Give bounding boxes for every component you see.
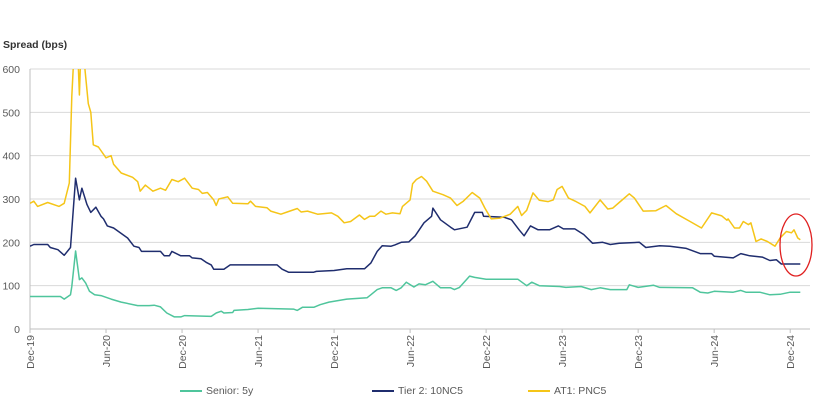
y-axis-title: Spread (bps) bbox=[3, 39, 68, 51]
y-tick-label: 400 bbox=[2, 151, 20, 163]
legend-item-senior: Senior: 5y bbox=[180, 385, 253, 397]
gridlines bbox=[29, 68, 810, 330]
y-tick-label: 300 bbox=[2, 194, 20, 206]
series-line-2 bbox=[30, 69, 801, 247]
x-tick-label: Jun-23 bbox=[557, 335, 569, 367]
x-tick-label: Jun-21 bbox=[253, 335, 265, 367]
x-tick-label: Dec-24 bbox=[785, 335, 797, 369]
series-lines bbox=[30, 69, 801, 318]
x-tick-label: Jun-20 bbox=[101, 335, 113, 367]
highlight-ellipse-annotation bbox=[779, 213, 813, 277]
y-tick-label: 100 bbox=[2, 281, 20, 293]
x-tick-label: Jun-22 bbox=[405, 335, 417, 367]
legend-swatch bbox=[372, 390, 394, 392]
x-tick-label: Jun-24 bbox=[709, 335, 721, 367]
x-axis: Dec-19 Jun-20 Dec-20 Jun-21 Dec-21 Jun-22 Dec-… bbox=[25, 329, 797, 369]
x-tick-label: Dec-19 bbox=[25, 335, 37, 369]
y-axis: 0 100 200 300 400 500 600 bbox=[2, 64, 20, 336]
legend-label: Tier 2: 10NC5 bbox=[398, 385, 463, 397]
y-tick-label: 0 bbox=[14, 324, 20, 336]
x-tick-label: Dec-22 bbox=[481, 335, 493, 369]
legend-label: AT1: PNC5 bbox=[554, 385, 607, 397]
y-tick-label: 200 bbox=[2, 237, 20, 249]
series-line-0 bbox=[30, 250, 801, 318]
x-tick-label: Dec-23 bbox=[633, 335, 645, 369]
y-tick-label: 500 bbox=[2, 107, 20, 119]
legend-swatch bbox=[528, 390, 550, 392]
y-tick-label: 600 bbox=[2, 64, 20, 76]
x-tick-label: Dec-21 bbox=[329, 335, 341, 369]
x-tick-label: Dec-20 bbox=[177, 335, 189, 369]
legend-swatch bbox=[180, 390, 202, 392]
legend-item-at1: AT1: PNC5 bbox=[528, 385, 606, 397]
legend-label: Senior: 5y bbox=[206, 385, 254, 397]
series-line-1 bbox=[30, 177, 801, 273]
legend-item-tier2: Tier 2: 10NC5 bbox=[372, 385, 463, 397]
